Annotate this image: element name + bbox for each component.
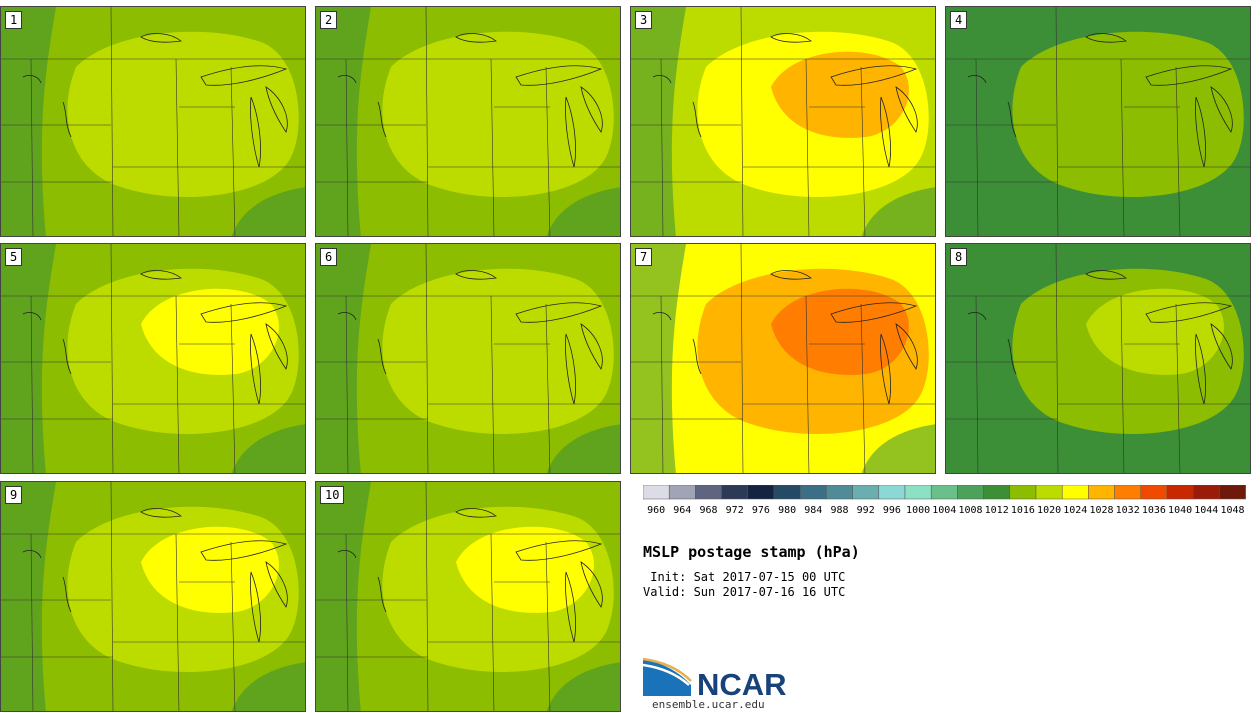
member-label: 10: [320, 486, 345, 504]
chart-title: MSLP postage stamp (hPa): [643, 543, 860, 561]
legend-label-1020: 1020: [1037, 505, 1061, 516]
legend-label-960: 960: [647, 505, 665, 516]
legend-swatch-1012: [983, 485, 1011, 500]
valid-time: Valid: Sun 2017-07-16 16 UTC: [643, 585, 846, 599]
legend-label-988: 988: [830, 505, 848, 516]
legend-label-1036: 1036: [1142, 505, 1166, 516]
member-label: 6: [320, 248, 338, 266]
legend-label-1032: 1032: [1116, 505, 1140, 516]
legend-swatch-1000: [904, 485, 932, 500]
member-map-4[interactable]: 4: [945, 6, 1251, 237]
member-map-5[interactable]: 5: [0, 243, 306, 474]
legend-label-1040: 1040: [1168, 505, 1192, 516]
legend-swatch-1024: [1061, 485, 1089, 500]
member-label: 3: [635, 11, 653, 29]
member-map-10[interactable]: 10: [315, 481, 621, 712]
member-label: 4: [950, 11, 968, 29]
legend-swatch-1028: [1088, 485, 1115, 500]
legend-swatch-980: [773, 485, 801, 500]
legend-swatch-1048: [1219, 485, 1246, 500]
member-map-2[interactable]: 2: [315, 6, 621, 237]
legend-label-1008: 1008: [958, 505, 982, 516]
legend-label-968: 968: [699, 505, 717, 516]
legend-swatch-968: [695, 485, 722, 500]
legend-label-1016: 1016: [1011, 505, 1035, 516]
legend-swatch-960: [643, 485, 670, 500]
legend-swatch-1008: [957, 485, 984, 500]
legend-swatch-984: [799, 485, 827, 500]
member-label: 8: [950, 248, 968, 266]
member-label: 9: [5, 486, 23, 504]
member-map-6[interactable]: 6: [315, 243, 621, 474]
init-time: Init: Sat 2017-07-15 00 UTC: [643, 570, 846, 584]
legend-label-976: 976: [752, 505, 770, 516]
ncar-logo: NCAR: [643, 657, 787, 700]
svg-text:NCAR: NCAR: [697, 667, 787, 700]
legend-label-996: 996: [883, 505, 901, 516]
colorbar-legend: 960 964 968 972 976 980 984 988 992 996 1000 1004 10…: [643, 485, 1246, 516]
legend-label-1000: 1000: [906, 505, 930, 516]
legend-label-1048: 1048: [1220, 505, 1244, 516]
legend-swatch-976: [747, 485, 775, 500]
legend-label-964: 964: [673, 505, 691, 516]
member-label: 2: [320, 11, 338, 29]
legend-label-1044: 1044: [1194, 505, 1218, 516]
legend-swatch-992: [852, 485, 880, 500]
member-map-3[interactable]: 3: [630, 6, 936, 237]
legend-swatch-988: [826, 485, 853, 500]
member-map-9[interactable]: 9: [0, 481, 306, 712]
ensemble-url[interactable]: ensemble.ucar.edu: [652, 698, 765, 711]
legend-label-1024: 1024: [1063, 505, 1087, 516]
member-label: 5: [5, 248, 23, 266]
legend-swatch-1004: [930, 485, 958, 500]
legend-swatch-1040: [1166, 485, 1194, 500]
legend-label-984: 984: [804, 505, 822, 516]
legend-label-980: 980: [778, 505, 796, 516]
member-label: 1: [5, 11, 23, 29]
legend-swatch-996: [878, 485, 906, 500]
legend-swatch-964: [668, 485, 696, 500]
legend-label-1012: 1012: [985, 505, 1009, 516]
member-map-1[interactable]: 1: [0, 6, 306, 237]
legend-swatch-1044: [1192, 485, 1220, 500]
legend-swatch-1016: [1009, 485, 1037, 500]
legend-label-972: 972: [726, 505, 744, 516]
legend-swatch-972: [721, 485, 749, 500]
member-map-8[interactable]: 8: [945, 243, 1251, 474]
legend-swatch-1036: [1140, 485, 1168, 500]
member-map-7[interactable]: 7: [630, 243, 936, 474]
legend-label-992: 992: [857, 505, 875, 516]
legend-swatch-1032: [1114, 485, 1142, 500]
member-label: 7: [635, 248, 653, 266]
legend-label-1028: 1028: [1089, 505, 1113, 516]
legend-swatch-1020: [1035, 485, 1063, 500]
legend-label-1004: 1004: [932, 505, 956, 516]
